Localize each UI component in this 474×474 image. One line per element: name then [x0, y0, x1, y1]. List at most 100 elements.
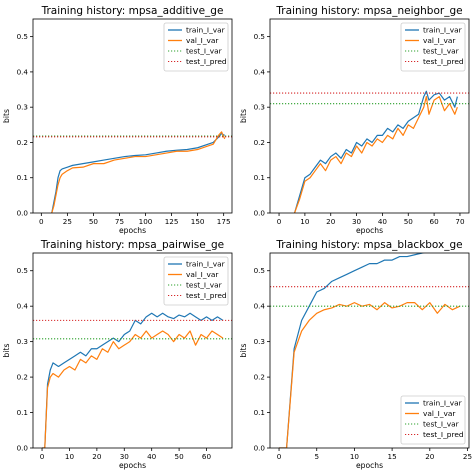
- y-tick-label: 0.5: [254, 266, 265, 275]
- y-tick-label: 0.1: [254, 173, 265, 182]
- y-tick-label: 0.0: [254, 444, 266, 453]
- legend-label: test_I_pred: [423, 430, 464, 439]
- x-tick-label: 10: [300, 217, 310, 226]
- x-tick-label: 25: [463, 452, 472, 461]
- series-group: [33, 312, 232, 448]
- x-tick-label: 0: [39, 217, 44, 226]
- series-val_I_var: [42, 330, 224, 448]
- x-tick-label: 25: [63, 217, 72, 226]
- y-axis-label: bits: [239, 344, 248, 358]
- x-tick-label: 100: [139, 217, 153, 226]
- x-tick-label: 50: [175, 452, 185, 461]
- y-tick-label: 0.3: [17, 103, 28, 112]
- x-axis-label: epochs: [356, 461, 383, 470]
- legend-label: test_I_var: [423, 420, 460, 429]
- series-group: [270, 90, 469, 213]
- chart-title: Training history: mpsa_neighbor_ge: [275, 5, 462, 17]
- legend-label: test_I_var: [423, 47, 460, 56]
- series-train_I_var: [293, 90, 458, 213]
- x-axis-label: epochs: [119, 226, 146, 235]
- x-tick-label: 15: [388, 452, 397, 461]
- y-tick-label: 0.4: [254, 302, 266, 311]
- series-val_I_var: [279, 302, 461, 448]
- y-tick-label: 0.4: [254, 67, 266, 76]
- x-tick-label: 50: [89, 217, 99, 226]
- legend-label: val_I_var: [423, 36, 456, 45]
- chart-title: Training history: mpsa_blackbox_ge: [275, 239, 462, 251]
- plot-frame: [32, 252, 233, 449]
- series-val_I_var: [51, 131, 226, 213]
- y-axis-label: bits: [2, 109, 11, 123]
- x-tick-label: 75: [115, 217, 124, 226]
- series-train_I_var: [42, 312, 224, 448]
- x-axis-label: epochs: [119, 461, 146, 470]
- y-tick-label: 0.0: [254, 209, 266, 218]
- legend-label: train_I_var: [423, 26, 463, 35]
- x-tick-label: 30: [120, 452, 130, 461]
- x-tick-label: 40: [147, 452, 157, 461]
- x-tick-label: 150: [191, 217, 205, 226]
- chart-title: Training history: mpsa_pairwise_ge: [40, 239, 224, 251]
- y-tick-label: 0.4: [17, 302, 29, 311]
- y-tick-label: 0.1: [17, 173, 28, 182]
- x-tick-label: 0: [277, 217, 282, 226]
- subplot-3: Training history: mpsa_pairwise_ge 0 10 20 3…: [2, 239, 233, 470]
- y-tick-label: 0.5: [17, 32, 28, 41]
- x-tick-label: 175: [217, 217, 231, 226]
- legend-label: train_I_var: [423, 399, 463, 408]
- x-tick-label: 10: [350, 452, 360, 461]
- legend-label: test_I_pred: [186, 57, 227, 66]
- subplot-1: Training history: mpsa_additive_ge 0 25 50 7…: [2, 5, 233, 235]
- y-axis-label: bits: [2, 344, 11, 358]
- x-tick-label: 60: [430, 217, 440, 226]
- x-tick-label: 0: [40, 452, 45, 461]
- legend-label: test_I_var: [186, 281, 223, 290]
- y-tick-label: 0.5: [254, 32, 265, 41]
- x-tick-label: 30: [352, 217, 362, 226]
- legend-label: val_I_var: [186, 270, 219, 279]
- y-tick-label: 0.2: [17, 138, 28, 147]
- legend-label: val_I_var: [423, 409, 456, 418]
- legend-label: train_I_var: [186, 26, 226, 35]
- x-axis-label: epochs: [356, 226, 383, 235]
- y-tick-label: 0.3: [254, 337, 265, 346]
- legend-box: [400, 395, 466, 445]
- x-tick-label: 5: [314, 452, 319, 461]
- x-tick-label: 50: [404, 217, 414, 226]
- plot-frame: [269, 252, 470, 449]
- legend-label: train_I_var: [186, 260, 226, 269]
- x-tick-label: 40: [378, 217, 388, 226]
- legend-label: test_I_pred: [186, 291, 227, 300]
- x-tick-label: 20: [92, 452, 102, 461]
- series-group: [33, 131, 232, 213]
- chart-title: Training history: mpsa_additive_ge: [41, 5, 224, 17]
- y-tick-label: 0.5: [17, 266, 28, 275]
- plot-frame: [269, 18, 470, 214]
- y-tick-label: 0.3: [254, 103, 265, 112]
- series-train_I_var: [51, 133, 226, 213]
- x-tick-label: 20: [326, 217, 336, 226]
- x-tick-label: 70: [455, 217, 465, 226]
- legend-box: [163, 256, 229, 306]
- x-tick-label: 20: [425, 452, 435, 461]
- legend-label: test_I_var: [186, 47, 223, 56]
- legend-label: test_I_pred: [423, 57, 464, 66]
- y-tick-label: 0.3: [17, 337, 28, 346]
- y-axis-label: bits: [239, 109, 248, 123]
- x-tick-label: 10: [65, 452, 75, 461]
- legend-label: val_I_var: [186, 36, 219, 45]
- y-tick-label: 0.0: [17, 444, 29, 453]
- series-val_I_var: [293, 95, 458, 213]
- subplot-2: Training history: mpsa_neighbor_ge 0 10 20 3…: [239, 5, 470, 235]
- y-tick-label: 0.0: [17, 209, 29, 218]
- plot-frame: [32, 18, 233, 214]
- y-tick-label: 0.2: [254, 373, 265, 382]
- y-tick-label: 0.4: [17, 67, 29, 76]
- y-tick-label: 0.2: [254, 138, 265, 147]
- series-group: [270, 253, 469, 448]
